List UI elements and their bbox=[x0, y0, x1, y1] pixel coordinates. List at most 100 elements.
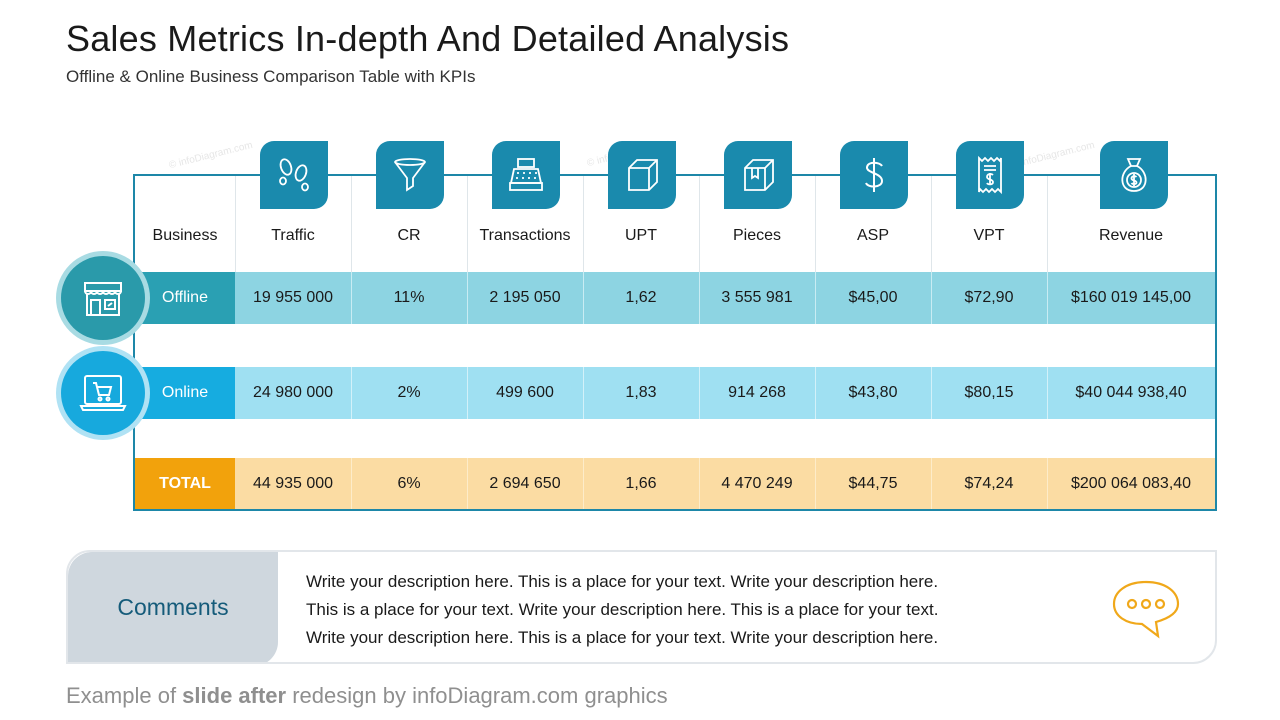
cell-divider bbox=[931, 272, 932, 324]
footprints-icon bbox=[279, 158, 309, 192]
online-badge bbox=[61, 351, 145, 435]
column-divider bbox=[583, 176, 584, 272]
online-revenue: $40 044 938,40 bbox=[1075, 384, 1187, 401]
cell-divider bbox=[351, 367, 352, 419]
comments-line: Write your description here. This is a p… bbox=[306, 572, 939, 591]
offline-row bbox=[135, 272, 1215, 324]
revenue-icon-tile bbox=[1100, 141, 1168, 209]
traffic-icon-tile bbox=[260, 141, 328, 209]
cash-register-icon bbox=[509, 158, 543, 191]
offline-vpt: $72,90 bbox=[964, 289, 1014, 306]
cr-icon-tile bbox=[376, 141, 444, 209]
cell-divider bbox=[1047, 367, 1048, 419]
cell-divider bbox=[699, 458, 700, 509]
column-divider bbox=[467, 176, 468, 272]
header-vpt: VPT bbox=[973, 227, 1005, 244]
asp-icon-tile bbox=[840, 141, 908, 209]
cell-divider bbox=[467, 458, 468, 509]
online-pieces: 914 268 bbox=[728, 384, 786, 401]
header-transactions: Transactions bbox=[479, 227, 571, 244]
total-vpt: $74,24 bbox=[964, 475, 1014, 492]
store-icon bbox=[84, 282, 122, 316]
offline-traffic: 19 955 000 bbox=[252, 289, 334, 306]
cell-divider bbox=[467, 272, 468, 324]
total-pieces: 4 470 249 bbox=[721, 475, 793, 492]
header-cr: CR bbox=[397, 227, 421, 244]
offline-pieces: 3 555 981 bbox=[721, 289, 793, 306]
offline-transactions: 2 195 050 bbox=[489, 289, 561, 306]
cell-divider bbox=[931, 458, 932, 509]
comments-line: Write your description here. This is a p… bbox=[306, 628, 939, 647]
total-revenue: $200 064 083,40 bbox=[1070, 475, 1192, 492]
footer-bold: slide after bbox=[182, 683, 287, 708]
header-pieces: Pieces bbox=[732, 227, 782, 244]
footer-suffix: redesign by infoDiagram.com graphics bbox=[286, 683, 668, 708]
total-row bbox=[135, 458, 1215, 509]
column-divider bbox=[351, 176, 352, 272]
total-upt: 1,66 bbox=[625, 475, 657, 492]
cell-divider bbox=[583, 272, 584, 324]
cell-divider bbox=[699, 367, 700, 419]
pieces-icon-tile bbox=[724, 141, 792, 209]
cell-divider bbox=[699, 272, 700, 324]
cell-divider bbox=[351, 272, 352, 324]
cell-divider bbox=[583, 458, 584, 509]
header-upt: UPT bbox=[625, 227, 657, 244]
column-divider bbox=[1047, 176, 1048, 272]
row-label-offline: Offline bbox=[135, 272, 235, 324]
money-bag-icon bbox=[1121, 158, 1147, 192]
online-upt: 1,83 bbox=[625, 384, 657, 401]
total-asp: $44,75 bbox=[848, 475, 898, 492]
funnel-icon bbox=[394, 158, 426, 192]
comments-box: Comments Write your description here. Th… bbox=[66, 550, 1217, 664]
offline-asp: $45,00 bbox=[848, 289, 898, 306]
comments-text: Write your description here. This is a p… bbox=[306, 568, 1066, 652]
header-business: Business bbox=[152, 227, 218, 244]
column-divider bbox=[931, 176, 932, 272]
online-asp: $43,80 bbox=[848, 384, 898, 401]
header-revenue: Revenue bbox=[1098, 227, 1164, 244]
footer-caption: Example of slide after redesign by infoD… bbox=[66, 683, 668, 709]
online-shop-icon bbox=[79, 375, 127, 411]
cell-divider bbox=[351, 458, 352, 509]
row-label-total: TOTAL bbox=[135, 458, 235, 509]
dollar-icon bbox=[865, 158, 884, 192]
receipt-icon bbox=[978, 155, 1002, 195]
online-traffic: 24 980 000 bbox=[252, 384, 334, 401]
header-traffic: Traffic bbox=[271, 227, 315, 244]
package-icon bbox=[744, 159, 774, 191]
column-divider bbox=[699, 176, 700, 272]
offline-upt: 1,62 bbox=[625, 289, 657, 306]
footer-prefix: Example of bbox=[66, 683, 183, 708]
cube-icon bbox=[628, 159, 658, 191]
column-divider bbox=[235, 176, 236, 272]
watermark: © infoDiagram.com bbox=[167, 139, 254, 172]
vpt-icon-tile bbox=[956, 141, 1024, 209]
transactions-icon-tile bbox=[492, 141, 560, 209]
online-cr: 2% bbox=[397, 384, 421, 401]
cell-divider bbox=[815, 272, 816, 324]
online-transactions: 499 600 bbox=[496, 384, 554, 401]
column-divider bbox=[815, 176, 816, 272]
speech-bubble-icon bbox=[1112, 580, 1180, 639]
cell-divider bbox=[467, 367, 468, 419]
cell-divider bbox=[815, 367, 816, 419]
total-transactions: 2 694 650 bbox=[489, 475, 561, 492]
total-traffic: 44 935 000 bbox=[252, 475, 334, 492]
cell-divider bbox=[815, 458, 816, 509]
offline-cr: 11% bbox=[393, 289, 425, 306]
offline-badge bbox=[61, 256, 145, 340]
cell-divider bbox=[931, 367, 932, 419]
cell-divider bbox=[1047, 458, 1048, 509]
comments-label: Comments bbox=[68, 552, 278, 662]
row-label-online: Online bbox=[135, 367, 235, 419]
total-cr: 6% bbox=[397, 475, 421, 492]
online-row bbox=[135, 367, 1215, 419]
upt-icon-tile bbox=[608, 141, 676, 209]
online-vpt: $80,15 bbox=[964, 384, 1014, 401]
slide-title: Sales Metrics In-depth And Detailed Anal… bbox=[66, 18, 790, 59]
cell-divider bbox=[1047, 272, 1048, 324]
cell-divider bbox=[583, 367, 584, 419]
offline-revenue: $160 019 145,00 bbox=[1070, 289, 1192, 306]
header-asp: ASP bbox=[856, 227, 889, 244]
